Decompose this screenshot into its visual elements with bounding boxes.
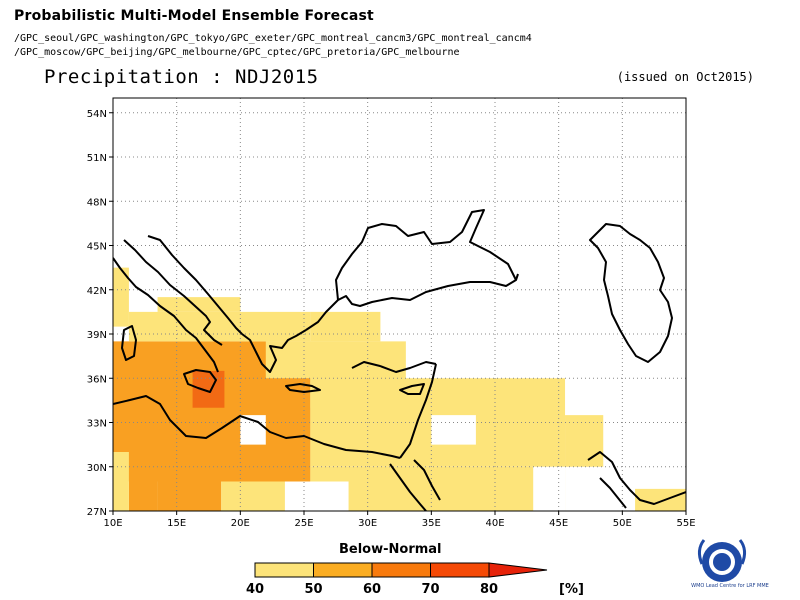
model-list-line-2: /GPC_moscow/GPC_beijing/GPC_melbourne/GP…: [14, 47, 460, 58]
tick-label-lat: 33N: [87, 419, 107, 430]
tick-label-lon: 55E: [676, 518, 695, 529]
tick-label-lat: 54N: [87, 109, 107, 120]
coastline-north-africa: [113, 395, 401, 459]
legend-label: 60: [363, 582, 381, 597]
tick-label-lat: 36N: [87, 374, 107, 385]
forecast-title: Probabilistic Multi-Model Ensemble Forec…: [14, 8, 374, 24]
tick-label-lon: 25E: [294, 518, 313, 529]
wmo-logo: [697, 539, 747, 582]
coastline-italy-east: [123, 239, 223, 346]
prob-cell-50-60-1: [128, 481, 158, 511]
tick-label-lon: 40E: [485, 518, 504, 529]
blank-cell-2: [431, 415, 476, 445]
prob-cell-40-50-10: [310, 466, 566, 511]
legend-label: 50: [304, 582, 322, 597]
coastline-italy: [113, 257, 219, 373]
coastline-balkans: [147, 235, 243, 335]
coastline-sardinia: [121, 325, 137, 361]
legend-arrow: [488, 562, 548, 578]
legend-label: 70: [421, 582, 439, 597]
prob-cell-40-50-1: [128, 311, 311, 342]
coastline-red-sea: [389, 463, 427, 511]
coastline-cyprus: [399, 383, 425, 395]
legend-swatch-0: [254, 562, 314, 578]
prob-cell-40-50-4: [310, 311, 381, 342]
tick-label-lon: 35E: [422, 518, 441, 529]
coastline-crete: [285, 383, 321, 393]
coastline-black-sea: [335, 209, 517, 301]
tick-label-lon: 15E: [167, 518, 186, 529]
tick-label-lat: 39N: [87, 330, 107, 341]
prob-cell-60-70-0: [192, 370, 225, 408]
map-frame: [112, 97, 687, 512]
legend-title: Below-Normal: [339, 542, 442, 557]
coastline-caspian: [589, 223, 673, 363]
prob-cell-40-50-7: [565, 415, 604, 467]
tick-label-lat: 45N: [87, 242, 107, 253]
tick-label-lat: 42N: [87, 286, 107, 297]
variable-title: Precipitation : NDJ2015: [44, 66, 319, 88]
issued-date: (issued on Oct2015): [616, 70, 754, 84]
tick-label-lat: 48N: [87, 197, 107, 208]
tick-label-lon: 30E: [358, 518, 377, 529]
coastline-turkey: [305, 273, 519, 331]
legend-label: 80: [480, 582, 498, 597]
blank-cell-1: [284, 481, 349, 511]
prob-cell-40-50-11: [635, 488, 686, 511]
logo-caption: WMO Lead Centre for LRF MME: [691, 583, 769, 589]
coastline-persian-gulf: [587, 451, 686, 505]
tick-label-lon: 45E: [549, 518, 568, 529]
gridlines: [113, 98, 686, 511]
legend-label: 40: [246, 582, 264, 597]
tick-label-lon: 10E: [103, 518, 122, 529]
legend-swatch-2: [371, 562, 431, 578]
legend-unit: [%]: [559, 582, 584, 597]
legend-swatch-1: [313, 562, 373, 578]
coastline-greece: [241, 329, 307, 373]
coastline-red-sea-east: [413, 459, 441, 501]
tick-label-lat: 51N: [87, 153, 107, 164]
model-list-line-1: /GPC_seoul/GPC_washington/GPC_tokyo/GPC_…: [14, 33, 532, 44]
axis-ticks: 10E 15E 20E 25E 30E 35E 40E 45E 50E 55E 27N 30N 33N 3…: [87, 109, 696, 529]
coastline-levant: [399, 363, 437, 459]
color-legend: 40 50 60 70 80 [%]: [246, 562, 584, 597]
tick-label-lon: 20E: [231, 518, 250, 529]
prob-cell-40-50-8: [113, 452, 129, 511]
legend-swatch-3: [430, 562, 490, 578]
tick-label-lat: 30N: [87, 463, 107, 474]
coastlines: [113, 209, 686, 511]
probability-cells: [113, 267, 686, 511]
coastline-turkey-south: [351, 361, 437, 373]
blank-cell-3: [533, 466, 566, 511]
coastline-sicily: [183, 369, 217, 393]
tick-label-lat: 27N: [87, 507, 107, 518]
tick-label-lon: 50E: [613, 518, 632, 529]
prob-cell-50-60-2: [157, 481, 222, 511]
coastline-arabia-east: [599, 477, 627, 509]
prob-cell-40-50-0: [113, 267, 129, 327]
